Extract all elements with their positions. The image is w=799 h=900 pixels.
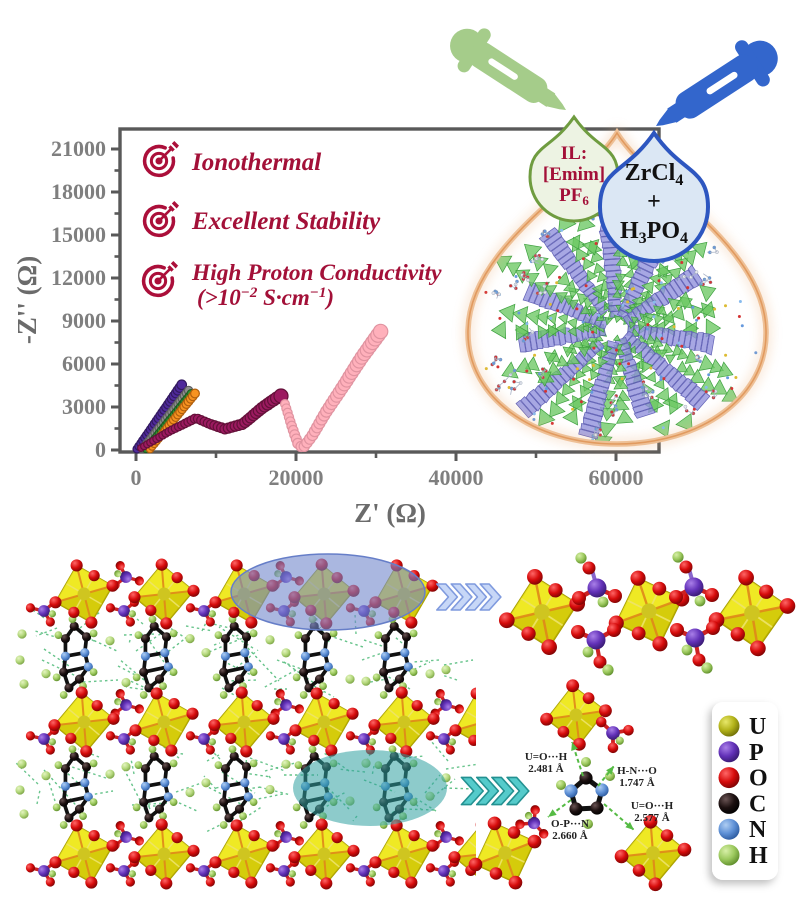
- svg-text:+: +: [647, 189, 661, 215]
- svg-text:20000: 20000: [269, 465, 324, 490]
- svg-text:2.660 Å: 2.660 Å: [552, 830, 588, 842]
- svg-text:2.481 Å: 2.481 Å: [528, 763, 564, 775]
- svg-text:9000: 9000: [62, 308, 106, 333]
- svg-text:15000: 15000: [51, 222, 106, 247]
- svg-text:U: U: [749, 714, 766, 740]
- svg-text:Ionothermal: Ionothermal: [191, 149, 321, 176]
- svg-text:[Emim]: [Emim]: [543, 164, 605, 185]
- svg-text:60000: 60000: [589, 465, 644, 490]
- svg-text:H-N···O: H-N···O: [617, 765, 657, 777]
- svg-text:N: N: [749, 817, 767, 843]
- svg-text:C: C: [749, 791, 766, 817]
- svg-text:High Proton Conductivity: High Proton Conductivity: [191, 260, 442, 286]
- svg-text:P: P: [749, 740, 764, 766]
- svg-text:12000: 12000: [51, 265, 106, 290]
- svg-text:0: 0: [95, 437, 106, 462]
- svg-text:40000: 40000: [429, 465, 484, 490]
- svg-text:0: 0: [131, 465, 142, 490]
- svg-text:H: H: [749, 843, 768, 869]
- svg-text:1.747 Å: 1.747 Å: [619, 777, 655, 789]
- svg-text:Excellent Stability: Excellent Stability: [191, 208, 381, 235]
- svg-text:U=O···H: U=O···H: [525, 751, 568, 763]
- svg-text:O: O: [749, 766, 768, 792]
- svg-text:IL:: IL:: [561, 143, 587, 164]
- svg-text:21000: 21000: [51, 136, 106, 161]
- svg-text:Z' (Ω): Z' (Ω): [354, 498, 426, 528]
- svg-text:U=O···H: U=O···H: [631, 800, 674, 812]
- svg-text:18000: 18000: [51, 179, 106, 204]
- svg-text:O-P···N: O-P···N: [551, 818, 589, 830]
- svg-text:-Z'' (Ω): -Z'' (Ω): [12, 256, 42, 344]
- svg-text:6000: 6000: [62, 351, 106, 376]
- svg-text:ZrCl4: ZrCl4: [625, 160, 684, 189]
- svg-text:2.577 Å: 2.577 Å: [634, 812, 670, 824]
- svg-text:H3PO4: H3PO4: [620, 218, 688, 247]
- svg-text:3000: 3000: [62, 394, 106, 419]
- svg-text:PF6: PF6: [559, 185, 589, 208]
